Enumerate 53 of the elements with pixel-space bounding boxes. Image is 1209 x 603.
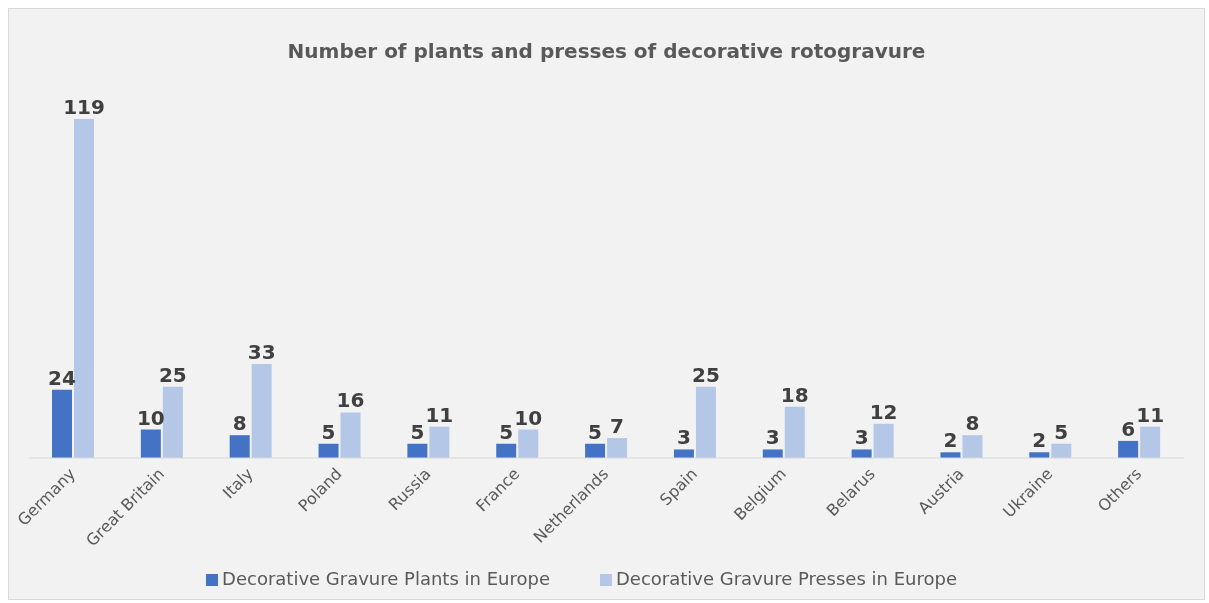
bar (140, 429, 161, 458)
bar (229, 435, 250, 458)
bar (784, 406, 805, 458)
chart-title: Number of plants and presses of decorative rotogravure (286, 38, 927, 65)
data-label: 10 (514, 405, 543, 430)
data-label: 3 (854, 425, 869, 450)
data-label: 16 (336, 388, 365, 413)
bar (873, 423, 894, 458)
data-label: 5 (588, 419, 603, 444)
data-label: 18 (780, 382, 809, 407)
data-label: 5 (499, 419, 514, 444)
bar (74, 119, 94, 458)
bar (673, 449, 694, 458)
bar (340, 412, 361, 458)
data-label: 119 (63, 95, 105, 119)
bar (585, 443, 606, 458)
data-label: 25 (692, 362, 720, 387)
data-label: 2 (1032, 428, 1047, 453)
data-label: 33 (247, 339, 276, 364)
data-label: 11 (425, 402, 454, 427)
data-label: 5 (410, 419, 425, 444)
data-label: 11 (1136, 402, 1165, 427)
bar (162, 386, 183, 458)
data-label: 5 (321, 419, 336, 444)
data-label: 3 (676, 425, 691, 450)
bar (695, 386, 716, 458)
data-label: 5 (1054, 419, 1069, 444)
data-label: 2 (943, 428, 958, 453)
data-label: 12 (869, 399, 898, 424)
data-label: 24 (48, 365, 76, 390)
bar (518, 429, 539, 458)
bar (318, 443, 339, 458)
data-label: 10 (136, 405, 165, 430)
bar (962, 435, 983, 458)
data-label: 6 (1121, 416, 1136, 441)
legend-label: Decorative Gravure Presses in Europe (615, 568, 957, 589)
bar (1051, 443, 1072, 458)
bar (1118, 440, 1139, 458)
bar (429, 426, 450, 458)
data-label: 25 (158, 362, 187, 387)
bar (607, 438, 628, 458)
bar (496, 443, 517, 458)
data-label: 7 (610, 414, 625, 439)
data-label: 3 (765, 425, 780, 450)
data-label: 8 (232, 411, 247, 436)
bar (52, 389, 72, 458)
bar (251, 363, 272, 458)
data-label: 8 (965, 411, 980, 436)
bar (407, 443, 428, 458)
bar (1140, 426, 1161, 458)
bar (851, 449, 872, 458)
bar (762, 449, 783, 458)
legend-label: Decorative Gravure Plants in Europe (222, 568, 550, 589)
